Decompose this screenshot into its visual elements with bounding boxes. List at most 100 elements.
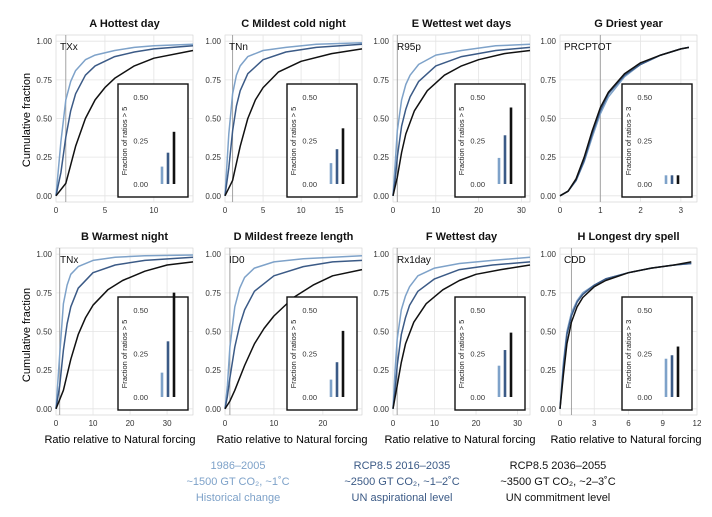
panel-e-inset-ytick-1: 0.25 (470, 137, 485, 146)
panel-f-inset-frame (454, 296, 526, 411)
panel-h-ytick-label-4: 1.00 (540, 250, 556, 259)
panel-b-ytick-label-4: 1.00 (36, 250, 52, 259)
panel-g-title: G Driest year (594, 18, 663, 30)
panel-a-inset-frame (117, 83, 189, 198)
panel-d-series-2-line (224, 259, 363, 409)
panel-e-title: E Wettest wet days (412, 18, 511, 30)
panel-g-inset-ytick-0: 0.00 (637, 180, 652, 189)
panel-g-ytick-label-1: 0.25 (540, 153, 556, 162)
panel-f-inset-ytick-2: 0.50 (470, 306, 485, 315)
panel-c-ytick-label-0: 0.00 (205, 192, 221, 201)
panel-a-series-3-line (55, 49, 194, 197)
panel-c: 0.00 0.25 0.50 0.75 1.00 0 5 10 15 C Mildest cold… (205, 18, 363, 215)
panel-c-series-1-line (224, 41, 363, 196)
legend-commitment-emissions: ~3500 GT CO₂, ~2–3˚C (500, 476, 616, 488)
legend-historical: 1986–2005 ~1500 GT CO₂, ~1˚C Historical … (138, 458, 338, 506)
x-axis-label-3: Ratio relative to Natural forcing (384, 434, 535, 446)
panel-b-title: B Warmest night (81, 231, 168, 243)
panel-a-ytick-label-3: 0.75 (36, 76, 52, 85)
panel-c-inset-ytick-2: 0.50 (302, 93, 317, 102)
panel-e-ytick-label-4: 1.00 (373, 37, 389, 46)
panel-b-ytick-label-3: 0.75 (36, 289, 52, 298)
panel-h-xtick-label-4: 12 (693, 419, 702, 428)
panel-b-ytick-label-1: 0.25 (36, 366, 52, 375)
panel-c-ytick-label-1: 0.25 (205, 153, 221, 162)
panel-h-inset-ytick-1: 0.25 (637, 350, 652, 359)
panel-f: 0.00 0.25 0.50 0.75 1.00 0 10 20 30 F Wettest day… (373, 231, 531, 428)
panel-f-series-3-line (392, 264, 531, 409)
panel-c-xtick-label-2: 10 (297, 206, 306, 215)
panel-c-xtick-label-0: 0 (223, 206, 228, 215)
panel-a-inset-ylabel: Fraction of ratios > 5 (120, 107, 129, 176)
panel-d-series-3-line (224, 268, 363, 410)
panel-g-series-3-line (559, 46, 690, 197)
panel-c-inset-ytick-1: 0.25 (302, 137, 317, 146)
panel-f-title: F Wettest day (426, 231, 498, 243)
legend-aspirational: RCP8.5 2016–2035 ~2500 GT CO₂, ~1–2˚C UN… (302, 458, 502, 506)
panel-d-xtick-label-1: 10 (269, 419, 278, 428)
panel-b-series-2-line (55, 256, 194, 409)
panel-e-inset-ylabel: Fraction of ratios > 5 (457, 107, 466, 176)
panel-h-inset-ytick-0: 0.00 (637, 393, 652, 402)
panel-c-xtick-label-1: 5 (261, 206, 266, 215)
panel-g-inset-ytick-1: 0.25 (637, 137, 652, 146)
panel-e-ytick-label-3: 0.75 (373, 76, 389, 85)
panel-c-xtick-label-3: 15 (335, 206, 344, 215)
panel-b-inset-ytick-2: 0.50 (133, 306, 148, 315)
panel-g-inset-ytick-2: 0.50 (637, 93, 652, 102)
panel-d-inset-ylabel: Fraction of ratios > 5 (289, 320, 298, 389)
panel-g: 0.00 0.25 0.50 0.75 1.00 0 1 2 3 G Driest year PRC… (540, 18, 698, 215)
legend-commitment: RCP8.5 2036–2055 ~3500 GT CO₂, ~2–3˚C UN… (458, 458, 658, 506)
panel-c-ytick-label-2: 0.50 (205, 115, 221, 124)
panel-e-xtick-label-2: 20 (474, 206, 483, 215)
panel-f-series-1-line (392, 256, 531, 409)
panel-g-inset-ylabel: Fraction of ratios > 3 (624, 107, 633, 176)
panel-f-inset-ytick-1: 0.25 (470, 350, 485, 359)
panel-d-inset-ytick-0: 0.00 (302, 393, 317, 402)
panel-d-index-label: ID0 (229, 255, 245, 266)
x-axis-label-1: Ratio relative to Natural forcing (44, 434, 195, 446)
panel-a-xtick-label-2: 10 (149, 206, 158, 215)
panel-f-index-label: Rx1day (397, 255, 431, 266)
panel-h-series-3-line (559, 261, 692, 409)
legend-aspirational-emissions: ~2500 GT CO₂, ~1–2˚C (344, 476, 460, 488)
panel-e: 0.00 0.25 0.50 0.75 1.00 0 10 20 30 E Wettest wet… (373, 18, 531, 215)
panel-h-xtick-label-3: 9 (661, 419, 666, 428)
panel-b-xtick-label-2: 20 (126, 419, 135, 428)
panel-e-series-2-line (392, 46, 531, 196)
panel-a-xtick-label-1: 5 (103, 206, 108, 215)
panel-a-inset-ytick-1: 0.25 (133, 137, 148, 146)
legend-aspirational-level: UN aspirational level (351, 492, 453, 504)
panel-c-inset-ylabel: Fraction of ratios > 5 (289, 107, 298, 176)
panel-f-ytick-label-1: 0.25 (373, 366, 389, 375)
panel-f-xtick-label-2: 20 (472, 419, 481, 428)
panel-a-series-1-line (55, 43, 194, 196)
panel-e-series-1-line (392, 43, 531, 196)
panel-h-inset-frame (621, 296, 693, 411)
panel-d-ytick-label-4: 1.00 (205, 250, 221, 259)
panel-f-xtick-label-1: 10 (430, 419, 439, 428)
panel-b-inset-ytick-0: 0.00 (133, 393, 148, 402)
panel-g-inset-frame (621, 83, 693, 198)
panel-b-xtick-label-1: 10 (89, 419, 98, 428)
panel-h-inset-ylabel: Fraction of ratios > 3 (624, 320, 633, 389)
panel-a-ytick-label-4: 1.00 (36, 37, 52, 46)
panel-a-ytick-label-1: 0.25 (36, 153, 52, 162)
legend-historical-period: 1986–2005 (210, 460, 266, 472)
panel-g-ytick-label-3: 0.75 (540, 76, 556, 85)
panel-a-inset-ytick-2: 0.50 (133, 93, 148, 102)
panel-h-ytick-label-0: 0.00 (540, 405, 556, 414)
panel-h: 0.00 0.25 0.50 0.75 1.00 0 3 6 9 12 H Longest dry … (540, 231, 702, 428)
panel-e-ytick-label-1: 0.25 (373, 153, 389, 162)
panel-g-ytick-label-4: 1.00 (540, 37, 556, 46)
panel-b-xtick-label-0: 0 (54, 419, 59, 428)
panel-a-ytick-label-0: 0.00 (36, 192, 52, 201)
panel-d-ytick-label-2: 0.50 (205, 328, 221, 337)
panel-e-index-label: R95p (397, 42, 421, 53)
panel-e-inset-frame (454, 83, 526, 198)
panel-d-series-1-line (224, 254, 363, 409)
panel-e-series-3-line (392, 49, 531, 196)
panels: 0.000.250.500.751.000 5 10A Hottest dayTXx… (36, 18, 702, 428)
legend-historical-level: Historical change (195, 492, 281, 504)
panel-f-ytick-label-0: 0.00 (373, 405, 389, 414)
